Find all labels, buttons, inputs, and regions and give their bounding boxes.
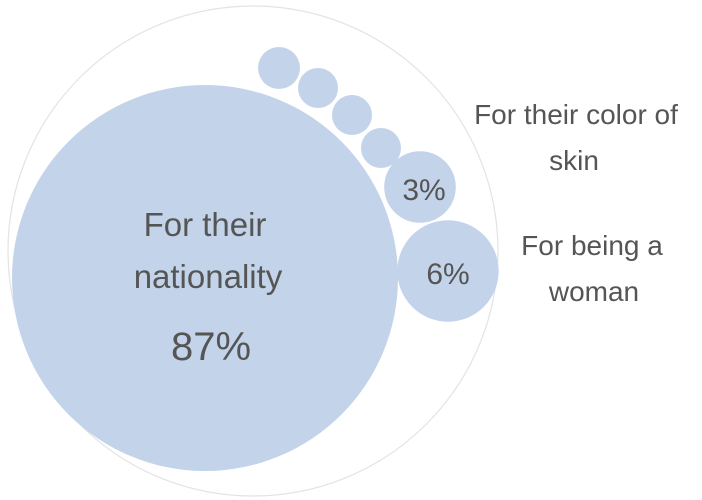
bubble-woman [397, 220, 499, 322]
bubble-nationality [12, 85, 398, 471]
label-skin-line-1: For their color of [474, 99, 678, 130]
label-woman-line-1: For being a [521, 230, 663, 261]
dot-4 [361, 128, 401, 168]
label-nationality-line-1: For their [144, 206, 267, 243]
dot-1 [258, 47, 300, 89]
dot-3 [332, 95, 372, 135]
bubble-skin [384, 151, 456, 223]
dot-2 [298, 68, 338, 108]
value-label-nationality: 87% [171, 325, 251, 369]
label-skin-line-2: skin [549, 145, 599, 176]
value-label-woman: 6% [426, 258, 469, 291]
label-nationality-line-2: nationality [134, 258, 283, 295]
value-label-skin: 3% [402, 174, 445, 207]
outline-circle [7, 5, 499, 497]
label-woman-line-2: woman [548, 276, 639, 307]
